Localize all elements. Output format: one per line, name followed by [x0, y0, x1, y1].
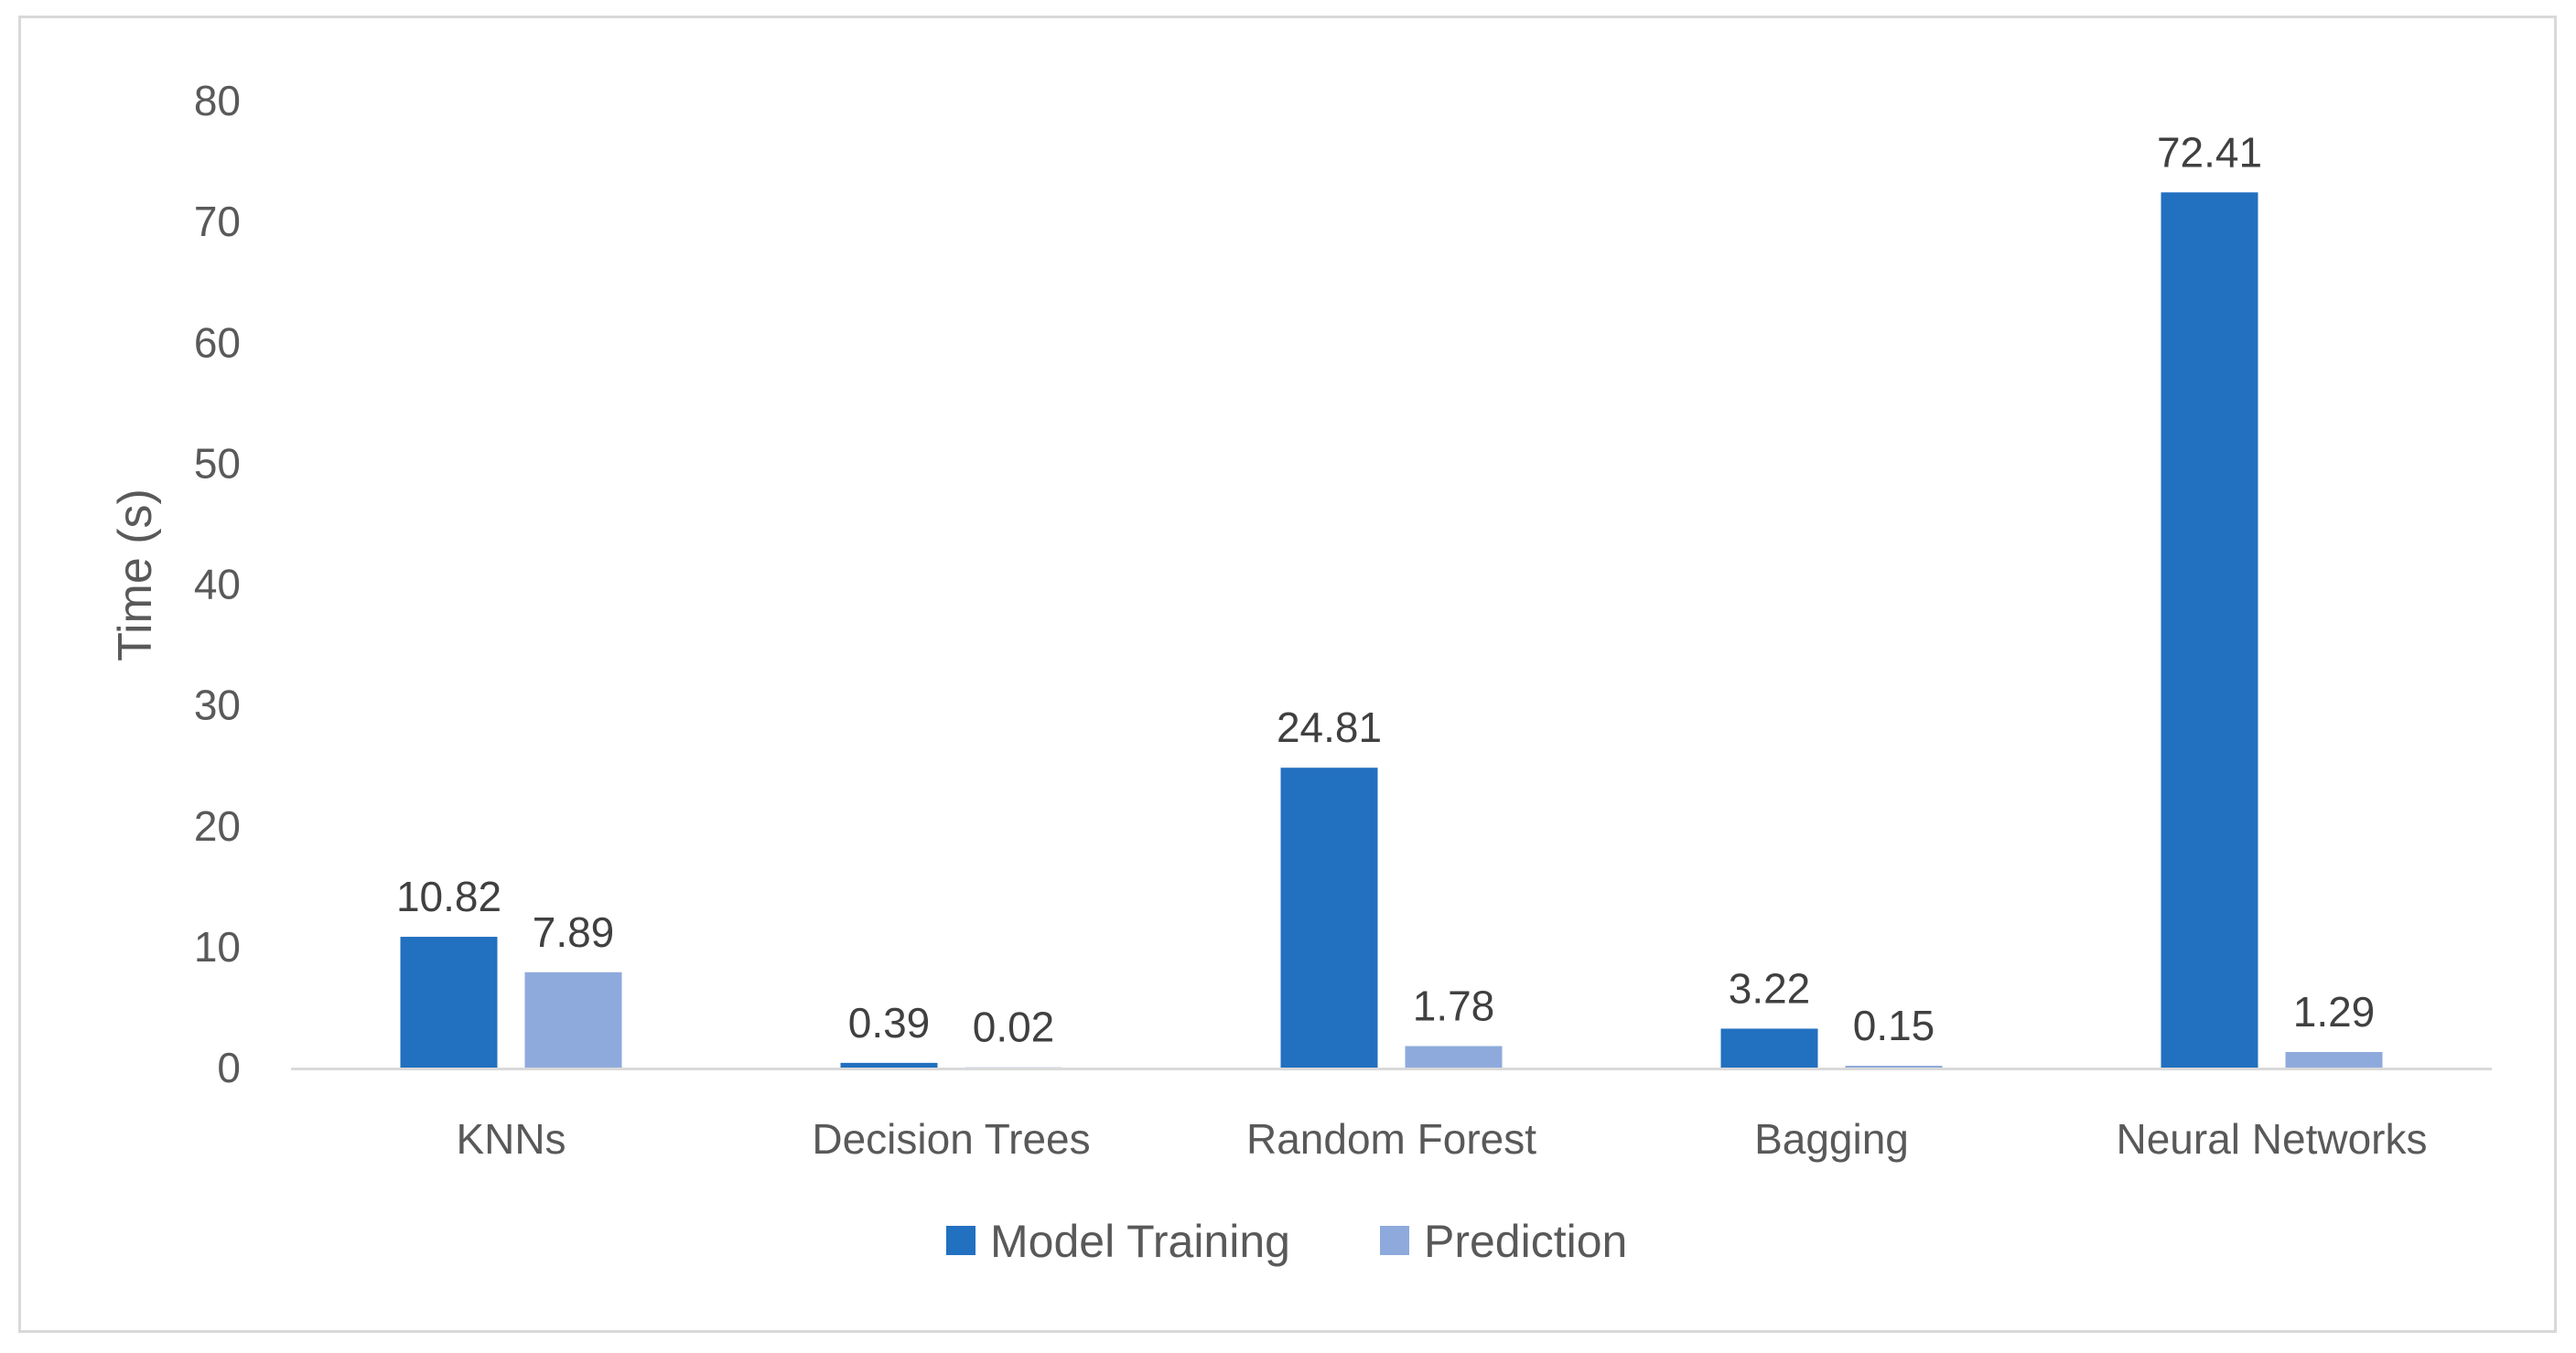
y-tick-label: 80 [194, 77, 241, 124]
legend-label: Model Training [990, 1216, 1290, 1267]
y-tick-label: 20 [194, 802, 241, 850]
y-tick-label: 60 [194, 318, 241, 366]
data-label: 7.89 [533, 908, 615, 956]
y-tick-label: 50 [194, 439, 241, 487]
bar-prediction [2285, 1051, 2383, 1068]
y-axis-title: Time (s) [109, 489, 162, 661]
category-label: Random Forest [1246, 1115, 1536, 1163]
data-label: 10.82 [396, 873, 501, 920]
legend-swatch [946, 1226, 975, 1255]
bar-model-training [400, 937, 498, 1068]
bars [400, 192, 2383, 1068]
data-label: 72.41 [2157, 128, 2262, 176]
category-label: Bagging [1754, 1115, 1909, 1163]
category-label: KNNs [456, 1115, 566, 1163]
y-tick-label: 40 [194, 561, 241, 608]
y-tick-label: 10 [194, 923, 241, 971]
bar-prediction [524, 972, 622, 1068]
category-label: Decision Trees [812, 1115, 1090, 1163]
y-tick-label: 70 [194, 198, 241, 245]
data-label: 1.29 [2293, 988, 2376, 1036]
chart-frame: 0 10 20 30 40 50 60 70 80 Time (s) 10.82 7.89 0.39… [18, 16, 2557, 1333]
bar-model-training [1720, 1028, 1818, 1068]
bar-model-training [1280, 768, 1378, 1068]
bar-model-training [2161, 192, 2258, 1068]
legend-swatch [1380, 1226, 1409, 1255]
data-label: 0.15 [1853, 1002, 1935, 1049]
bar-prediction [1845, 1066, 1943, 1068]
bar-prediction [1405, 1046, 1503, 1068]
bar-model-training [840, 1062, 938, 1068]
data-label: 0.02 [973, 1004, 1055, 1051]
y-tick-label: 0 [217, 1044, 241, 1091]
category-labels: KNNs Decision Trees Random Forest Bagging Ne… [456, 1115, 2427, 1163]
data-label: 0.39 [848, 999, 931, 1047]
y-tick-label: 30 [194, 682, 241, 729]
bar-chart: 0 10 20 30 40 50 60 70 80 Time (s) 10.82 7.89 0.39… [109, 77, 2492, 1267]
legend: Model Training Prediction [946, 1216, 1627, 1267]
data-labels: 10.82 7.89 0.39 0.02 24.81 1.78 3.22 0.15 72.41 1… [396, 128, 2375, 1050]
data-label: 24.81 [1277, 703, 1382, 751]
y-axis-ticks: 0 10 20 30 40 50 60 70 80 [194, 77, 241, 1091]
legend-label: Prediction [1424, 1216, 1627, 1267]
category-label: Neural Networks [2117, 1115, 2428, 1163]
data-label: 1.78 [1413, 982, 1495, 1029]
data-label: 3.22 [1729, 964, 1811, 1012]
